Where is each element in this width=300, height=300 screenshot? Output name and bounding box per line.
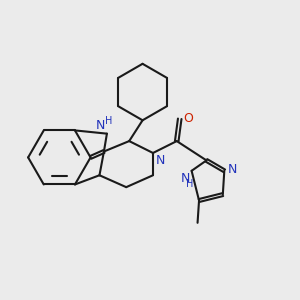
Text: H: H (105, 116, 112, 126)
Text: N: N (181, 172, 190, 185)
Text: H: H (185, 179, 193, 189)
Text: N: N (96, 119, 105, 132)
Text: N: N (155, 154, 165, 167)
Text: N: N (228, 164, 237, 176)
Text: O: O (183, 112, 193, 125)
